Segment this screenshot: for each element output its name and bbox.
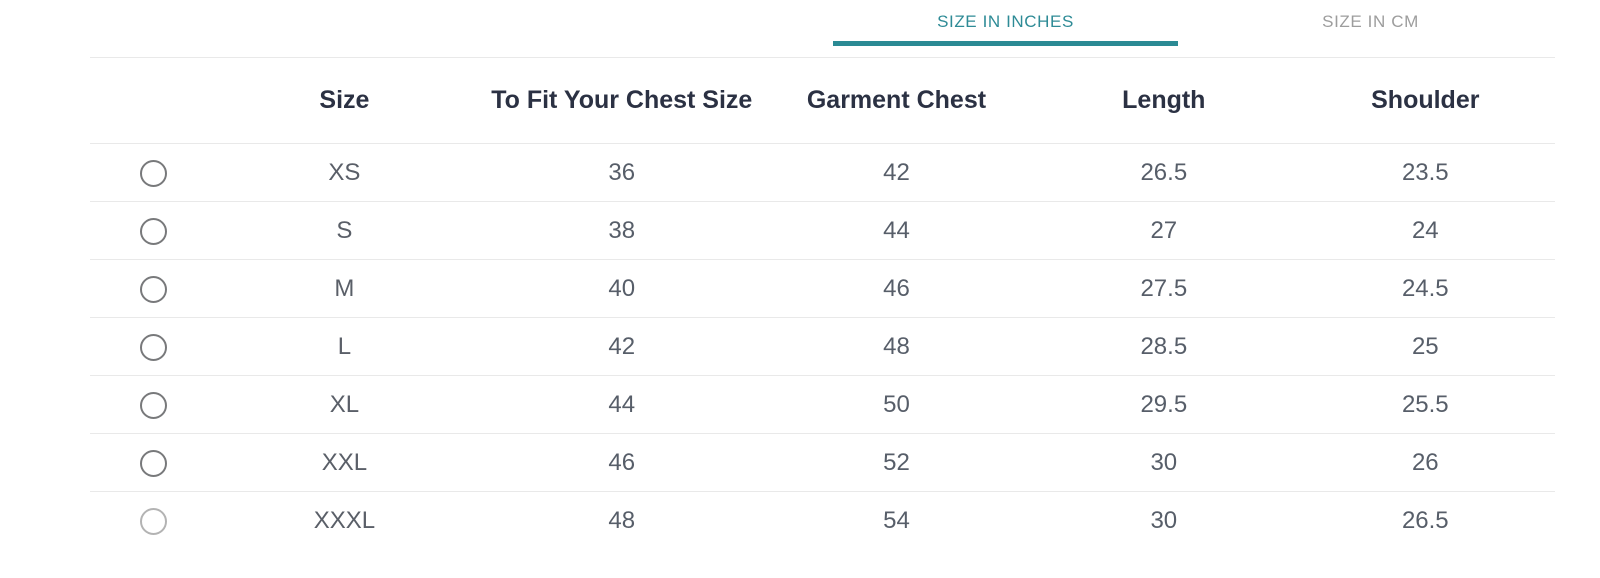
to-fit-chest-value: 38: [608, 216, 636, 244]
column-header-to-fit-chest: To Fit Your Chest Size: [491, 86, 753, 114]
length-value: 30: [1150, 506, 1178, 534]
radio-cell: [90, 332, 248, 361]
size-radio[interactable]: [139, 159, 167, 187]
radio-cell: [90, 274, 248, 303]
table-row: XXL 46 52 30 26: [90, 433, 1555, 491]
size-label: XXXL: [313, 506, 376, 534]
garment-chest-value: 42: [883, 158, 910, 186]
to-fit-chest-value: 42: [608, 332, 636, 360]
table-body: XS 36 42 26.5 23.5 S 38 44 27 24 M 40 46…: [90, 143, 1555, 549]
radio-cell: [90, 506, 248, 535]
size-radio[interactable]: [139, 275, 167, 303]
radio-cell: [90, 216, 248, 245]
column-header-size: Size: [319, 86, 370, 114]
shoulder-value: 25.5: [1401, 390, 1449, 418]
table-header-row: Size To Fit Your Chest Size Garment Ches…: [90, 58, 1555, 143]
garment-chest-value: 52: [883, 448, 910, 476]
garment-chest-value: 44: [883, 216, 910, 244]
column-header-length: Length: [1122, 86, 1206, 114]
size-label: XXL: [321, 448, 368, 476]
table-row: L 42 48 28.5 25: [90, 317, 1555, 375]
column-header-shoulder: Shoulder: [1371, 86, 1480, 114]
shoulder-value: 24: [1411, 216, 1439, 244]
table-row: XS 36 42 26.5 23.5: [90, 143, 1555, 201]
shoulder-value: 25: [1411, 332, 1439, 360]
to-fit-chest-value: 40: [608, 274, 636, 302]
to-fit-chest-value: 36: [608, 158, 636, 186]
radio-cell: [90, 448, 248, 477]
size-radio[interactable]: [139, 217, 167, 245]
shoulder-value: 23.5: [1401, 158, 1449, 186]
size-label: XL: [329, 390, 360, 418]
size-label: XS: [328, 158, 361, 186]
tab-size-in-inches[interactable]: SIZE IN INCHES: [833, 12, 1178, 46]
table-row: M 40 46 27.5 24.5: [90, 259, 1555, 317]
size-chart-table: Size To Fit Your Chest Size Garment Ches…: [90, 57, 1555, 549]
size-label: L: [337, 332, 352, 360]
size-radio[interactable]: [139, 333, 167, 361]
shoulder-value: 26: [1411, 448, 1439, 476]
size-label: S: [336, 216, 353, 244]
radio-cell: [90, 158, 248, 187]
table-row: S 38 44 27 24: [90, 201, 1555, 259]
table-row: XXXL 48 54 30 26.5: [90, 491, 1555, 549]
length-value: 28.5: [1140, 332, 1188, 360]
tab-size-in-cm[interactable]: SIZE IN CM: [1322, 12, 1419, 31]
garment-chest-value: 46: [883, 274, 910, 302]
unit-tabs: SIZE IN INCHES SIZE IN CM: [833, 12, 1543, 46]
to-fit-chest-value: 46: [608, 448, 636, 476]
garment-chest-value: 54: [883, 506, 910, 534]
shoulder-value: 24.5: [1401, 274, 1449, 302]
length-value: 27.5: [1140, 274, 1188, 302]
garment-chest-value: 48: [883, 332, 910, 360]
length-value: 30: [1150, 448, 1178, 476]
radio-cell: [90, 390, 248, 419]
size-label: M: [334, 274, 355, 302]
to-fit-chest-value: 48: [608, 506, 636, 534]
length-value: 27: [1150, 216, 1178, 244]
column-header-garment-chest: Garment Chest: [806, 86, 987, 114]
length-value: 29.5: [1140, 390, 1188, 418]
shoulder-value: 26.5: [1401, 506, 1449, 534]
length-value: 26.5: [1140, 158, 1188, 186]
size-radio[interactable]: [139, 391, 167, 419]
size-radio[interactable]: [139, 507, 167, 535]
size-radio[interactable]: [139, 449, 167, 477]
table-row: XL 44 50 29.5 25.5: [90, 375, 1555, 433]
garment-chest-value: 50: [883, 390, 910, 418]
to-fit-chest-value: 44: [608, 390, 636, 418]
